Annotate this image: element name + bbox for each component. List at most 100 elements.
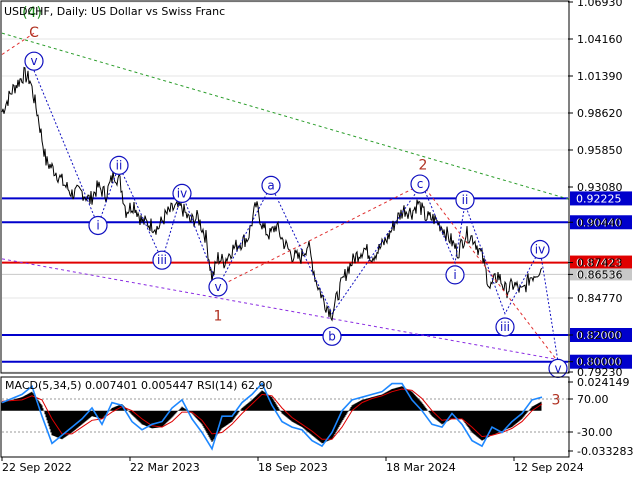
macd-panel-frame: [0, 376, 570, 458]
date-axis: 22 Sep 2022 22 Mar 2023 18 Sep 2023 18 Mar …: [1, 457, 584, 474]
wave-paths: [1, 32, 559, 363]
wave-label-i: i: [445, 265, 465, 285]
wave-label-text: i: [453, 268, 456, 282]
wave-label-2: 2: [419, 157, 428, 173]
price-series: [1, 66, 543, 322]
wave-label-b: b: [322, 326, 342, 346]
level-tag-label: 0.92225: [576, 192, 622, 205]
wave-label-3: 3: [552, 392, 561, 408]
price-tick-label: 1.04160: [577, 33, 623, 46]
wave-label-iii: iii: [152, 250, 172, 270]
wave-label-circle: [109, 155, 129, 175]
price-tick-label: 0.98620: [577, 107, 623, 120]
price-tick-label: 1.06930: [577, 0, 623, 9]
price-tick-label: 0.93080: [577, 181, 623, 194]
rsi-line: [1, 382, 543, 451]
price-tick-label: 0.95850: [577, 144, 623, 157]
wave-path-subwave: [217, 183, 423, 315]
macd-panel: 0.024149 70.00 -30.00 -0.033283: [1, 376, 633, 458]
price-line: [1, 66, 543, 322]
wave-label-v: v: [208, 277, 228, 297]
wave-label-text: 2: [419, 157, 428, 173]
wave-label-v: v: [548, 358, 568, 378]
trendline-lower: [1, 258, 563, 361]
level-tag-label: 0.90440: [576, 216, 622, 229]
current-price-label: 0.86536: [576, 268, 622, 281]
wave-label-(4): (4): [22, 5, 42, 21]
wave-label-circle: [88, 215, 108, 236]
date-tick-label: 18 Sep 2023: [258, 461, 328, 474]
wave-label-c: c: [410, 174, 430, 194]
chart-title: USDCHF, Daily: US Dollar vs Swiss Franc: [4, 5, 225, 18]
wave-label-circle: [410, 174, 430, 194]
wave-label-text: C: [29, 25, 39, 41]
wave-label-v: v: [24, 51, 44, 71]
wave-label-ii: ii: [109, 155, 129, 175]
wave-label-C: C: [29, 25, 39, 41]
wave-label-iii: iii: [495, 317, 515, 337]
level-tag-bg: [570, 328, 632, 342]
trendlines: [1, 32, 573, 361]
price-tick-label: 0.82000: [577, 329, 623, 342]
level-tag-bg: [570, 191, 632, 206]
wave-label-text: v: [554, 361, 561, 375]
wave-label-text: v: [214, 280, 221, 294]
wave-label-text: iii: [500, 320, 510, 334]
wave-path-projection: [1, 32, 35, 55]
wave-label-text: (4): [22, 5, 42, 21]
wave-label-a: a: [261, 175, 281, 195]
price-tick-label: 1.01390: [577, 70, 623, 83]
main-grid: [2, 1, 568, 373]
macd-tick-label: 70.00: [577, 393, 609, 406]
level-tag-bg: [570, 354, 632, 369]
price-tick-label: 0.84770: [577, 292, 623, 305]
date-tick-label: 18 Mar 2024: [386, 461, 456, 474]
wave-label-circle: [24, 51, 44, 71]
wave-label-circle: [261, 175, 281, 195]
wave-label-circle: [172, 183, 192, 204]
wave-label-text: 3: [552, 392, 561, 408]
wave-label-text: ii: [462, 193, 469, 207]
price-tick-label: 0.87423: [577, 257, 623, 270]
wave-path-subwave: [33, 70, 219, 288]
price-axis: 1.06930 1.04160 1.01390 0.98620 0.95850 0.930…: [568, 0, 623, 379]
wave-label-ii: ii: [455, 190, 475, 210]
price-tick-label: 0.90440: [577, 216, 623, 229]
wave-label-text: iii: [157, 253, 167, 267]
wave-label-circle: [445, 265, 465, 285]
wave-label-circle: [208, 277, 228, 297]
macd-label: MACD(5,34,5) 0.007401 0.005447 RSI(14) 6…: [5, 379, 272, 392]
date-tick-label: 22 Mar 2023: [130, 461, 200, 474]
main-panel-frame: [0, 0, 570, 374]
wave-label-circle: [530, 239, 550, 260]
level-tag-bg: [570, 215, 632, 230]
macd-tick-label: 0.024149: [577, 376, 630, 389]
wave-label-text: iv: [535, 243, 545, 257]
wave-label-i: i: [88, 215, 108, 236]
wave-label-text: b: [328, 329, 336, 343]
wave-label-iv: iv: [530, 239, 550, 260]
wave-label-text: 1: [214, 308, 223, 324]
wave-label-text: iv: [177, 186, 187, 200]
level-tag-bg: [570, 255, 632, 270]
date-tick-label: 22 Sep 2022: [2, 461, 72, 474]
wave-label-circle: [495, 317, 515, 337]
current-price-tag-bg: [570, 268, 632, 281]
wave-label-circle: [322, 326, 342, 346]
wave-label-text: a: [267, 178, 274, 192]
level-tag-label: 0.82000: [576, 329, 622, 342]
date-tick-label: 12 Sep 2024: [514, 461, 584, 474]
horizontal-levels: 0.92225 0.90440 0.87423 0.82000 0.80000 0.865…: [2, 191, 632, 369]
wave-label-text: c: [417, 177, 424, 191]
wave-label-iv: iv: [172, 183, 192, 204]
level-tag-label: 0.87423: [576, 257, 622, 270]
wave-path-projection: [421, 183, 559, 363]
price-tick-label: 0.80000: [577, 356, 623, 369]
wave-path-projection: [217, 183, 423, 288]
wave-label-circle: [455, 190, 475, 210]
price-tick-label: 0.86536: [577, 268, 623, 281]
trendline-upper: [1, 32, 573, 201]
price-tick-label: 0.79230: [577, 366, 623, 379]
macd-tick-label: -0.033283: [577, 445, 633, 458]
